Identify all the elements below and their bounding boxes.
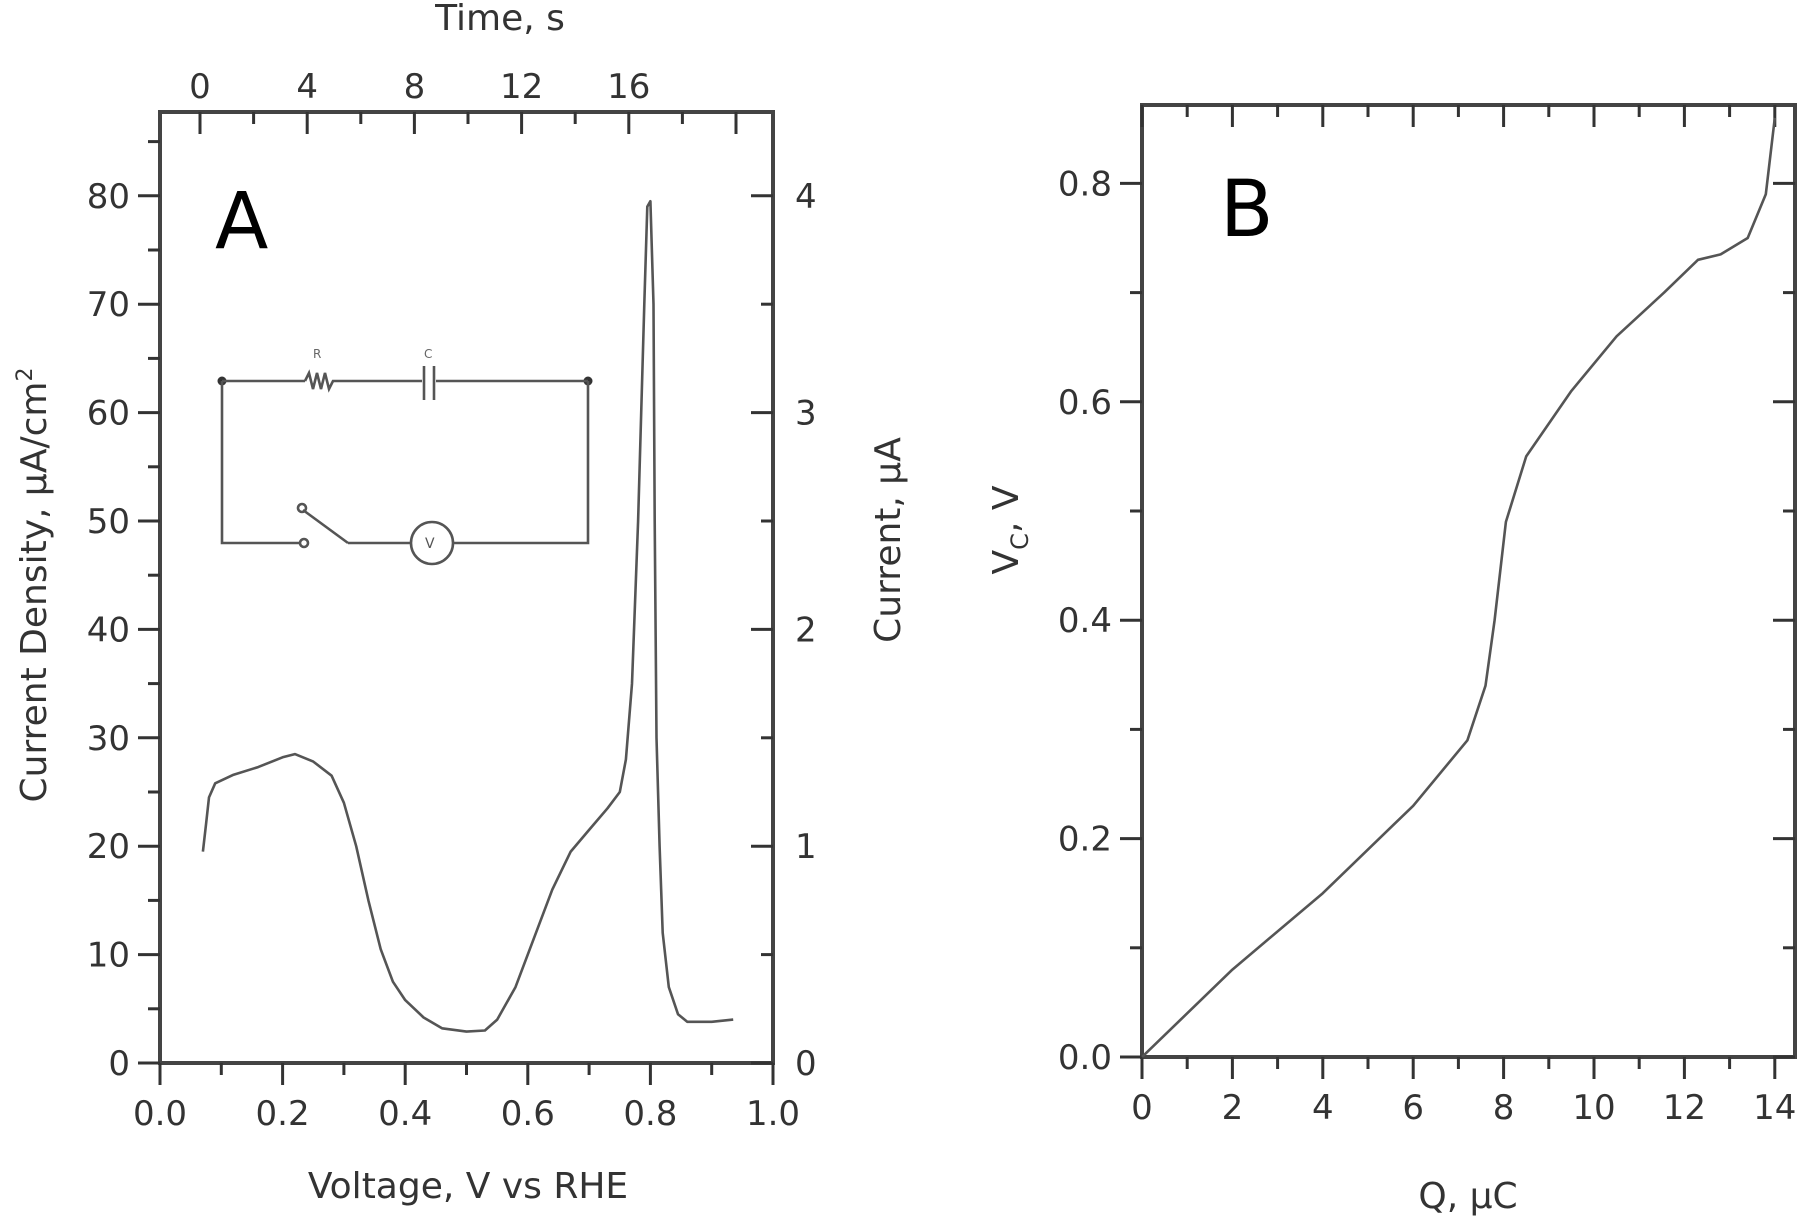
x-tick-label: 10 (1572, 1088, 1615, 1128)
panel-b-voltage-curve (1141, 117, 1777, 1058)
x-tick-label: 12 (1663, 1088, 1706, 1128)
x-tick-label: 2 (1222, 1088, 1244, 1128)
panel-b: 0 2 4 6 8 10 12 14 0.00.20.40.60.8 Q, µC VC, V … (986, 103, 1797, 1217)
y-tick-label: 0.8 (1058, 164, 1112, 204)
y-tick-label: 0.2 (1058, 820, 1112, 860)
y-tick-label: 40 (87, 610, 130, 650)
x-tick-label: 14 (1753, 1088, 1796, 1128)
y2-tick-label: 3 (795, 394, 817, 434)
x-tick-label: 4 (1312, 1088, 1334, 1128)
y-tick-label: 20 (87, 827, 130, 867)
panel-b-x-axis-title: Q, µC (1418, 1176, 1517, 1217)
x-tick-label: 0.6 (501, 1094, 555, 1134)
panel-b-x-ticks: 0 2 4 6 8 10 12 14 (1131, 105, 1796, 1128)
x-tick-label: 0 (1131, 1088, 1153, 1128)
y2-tick-label: 1 (795, 827, 817, 867)
panel-a-label: A (215, 177, 268, 267)
panel-a-y-axis-title-sup: 2 (13, 368, 38, 382)
resistor-label: R (313, 347, 321, 361)
y2-tick-label: 2 (795, 610, 817, 650)
x2-tick-label: 8 (404, 67, 426, 107)
y2-tick-label: 4 (795, 177, 817, 217)
y2-tick-label: 0 (795, 1044, 817, 1084)
y-tick-label: 30 (87, 719, 130, 759)
y-tick-label: 50 (87, 502, 130, 542)
circuit-inset: V R C (217, 347, 593, 566)
panel-a-y2-axis-title: Current, µA (868, 437, 909, 643)
panel-a-current-curve (201, 199, 734, 1033)
x-tick-label: 0.8 (623, 1094, 677, 1134)
x-tick-label: 0.0 (133, 1094, 187, 1134)
panel-b-y-axis-title: VC, V (986, 485, 1034, 574)
wire-left (220, 381, 300, 545)
x-tick-label: 0.2 (256, 1094, 310, 1134)
panel-b-y-axis-title-main: V (986, 549, 1027, 574)
wire-right (453, 381, 590, 545)
switch-icon (302, 508, 349, 545)
x-tick-label: 0.4 (378, 1094, 432, 1134)
resistor-icon (303, 369, 345, 393)
switch-contact-icon (298, 537, 310, 549)
panel-a-x-ticks: 0.0 0.2 0.4 0.6 0.8 1.0 (133, 1063, 800, 1134)
panel-b-label: B (1220, 165, 1274, 255)
panel-a-y-axis-title: Current Density, µA/cm2 (13, 368, 55, 803)
panel-a-y-ticks: 0 10 20 30 40 50 60 70 80 (87, 140, 160, 1084)
y-tick-label: 0.6 (1058, 383, 1112, 423)
x-tick-label: 8 (1493, 1088, 1515, 1128)
x-tick-label: 1.0 (746, 1094, 800, 1134)
panel-b-y-axis-title-rest: , V (986, 485, 1027, 533)
x2-tick-label: 0 (189, 67, 211, 107)
switch-pivot-icon (296, 502, 308, 514)
panel-b-y-axis-title-sub: C (1006, 533, 1034, 550)
y-tick-label: 0.0 (1058, 1038, 1112, 1078)
y-tick-label: 60 (87, 394, 130, 434)
y-tick-label: 80 (87, 177, 130, 217)
panel-a-y2-ticks: 0 1 2 3 4 (751, 177, 817, 1084)
panel-a-y-axis-title-text: Current Density, µA/cm (14, 382, 55, 803)
panel-a-time-axis-title: Time, s (434, 0, 565, 39)
panel-b-frame (1140, 103, 1797, 1059)
capacitor-label: C (424, 347, 432, 361)
y-tick-label: 10 (87, 936, 130, 976)
panel-b-y-ticks: 0.0 0.2 0.4 0.6 0.8 (1058, 164, 1795, 1078)
y-tick-label: 0.4 (1058, 601, 1112, 641)
voltage-source-label: V (425, 536, 435, 552)
y-tick-label: 70 (87, 285, 130, 325)
x2-tick-label: 12 (500, 67, 543, 107)
x2-tick-label: 4 (296, 67, 318, 107)
panel-a-x-axis-title: Voltage, V vs RHE (308, 1166, 628, 1207)
x2-tick-label: 16 (607, 67, 650, 107)
y-tick-label: 0 (108, 1044, 130, 1084)
panel-a-x2-ticks: 0 4 8 12 16 (189, 67, 738, 134)
x-tick-label: 6 (1402, 1088, 1424, 1128)
